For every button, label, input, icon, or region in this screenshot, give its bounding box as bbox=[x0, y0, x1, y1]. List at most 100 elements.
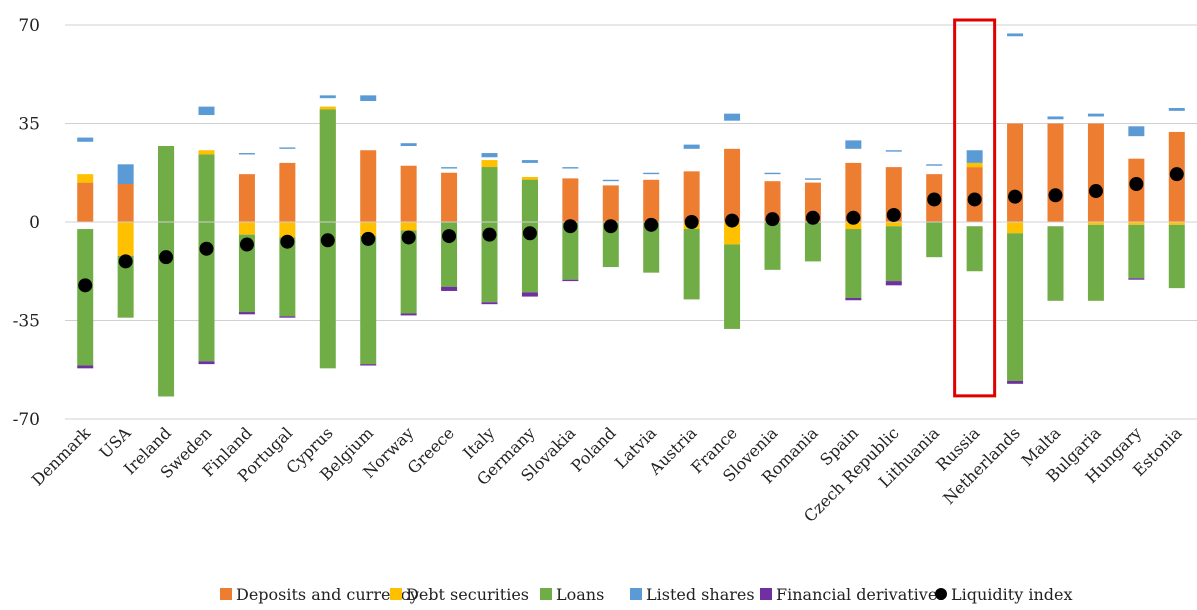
bar-loans bbox=[1168, 224, 1185, 289]
bar-financial-derivatives bbox=[885, 281, 902, 286]
bar-listed-shares bbox=[77, 137, 94, 142]
bar-deposits-and-currency bbox=[279, 162, 296, 222]
bar-deposits-and-currency bbox=[724, 148, 741, 222]
bar-loans bbox=[1007, 233, 1024, 382]
bar-loans bbox=[602, 222, 619, 268]
legend-label-loans: Loans bbox=[556, 585, 604, 604]
bar-listed-shares bbox=[926, 164, 943, 166]
bar-loans bbox=[643, 222, 660, 273]
bar-debt-securities bbox=[117, 222, 134, 256]
bar-debt-securities bbox=[1128, 222, 1145, 225]
bar-financial-derivatives bbox=[481, 302, 498, 305]
bar-deposits-and-currency bbox=[562, 178, 579, 222]
liquidity-index-point bbox=[239, 237, 254, 252]
bar-financial-derivatives bbox=[521, 292, 538, 297]
bar-loans bbox=[724, 244, 741, 329]
bar-loans bbox=[1128, 224, 1145, 279]
legend-label-debt-securities: Debt securities bbox=[406, 585, 529, 604]
liquidity-index-point bbox=[644, 217, 659, 232]
liquidity-index-point bbox=[361, 231, 376, 246]
bar-listed-shares bbox=[279, 147, 296, 149]
bar-loans bbox=[562, 222, 579, 280]
liquidity-index-point bbox=[1008, 189, 1023, 204]
y-tick-label: 35 bbox=[18, 115, 40, 135]
legend-label-liquidity-index: Liquidity index bbox=[951, 585, 1072, 604]
x-tick-label: Denmark bbox=[28, 423, 94, 489]
bar-financial-derivatives bbox=[400, 313, 417, 316]
x-axis-labels: Denmark USAIrelandSwedenFinlandPortugalCy… bbox=[28, 423, 1186, 526]
bar-financial-derivatives bbox=[1007, 381, 1024, 384]
legend-label-listed-shares: Listed shares bbox=[646, 585, 755, 604]
liquidity-index-point bbox=[886, 207, 901, 222]
bar-deposits-and-currency bbox=[400, 165, 417, 222]
bar-listed-shares bbox=[441, 167, 458, 169]
liquidity-index-point bbox=[1129, 177, 1144, 192]
bar-debt-securities bbox=[1007, 222, 1024, 234]
liquidity-index-point bbox=[967, 192, 982, 207]
bar-loans bbox=[400, 230, 417, 314]
liquidity-index-point bbox=[563, 219, 578, 234]
bar-deposits-and-currency bbox=[1007, 123, 1024, 222]
bar-loans bbox=[198, 154, 215, 362]
legend-swatch-deposits-and-currency bbox=[220, 588, 232, 600]
bar-listed-shares bbox=[1007, 33, 1024, 37]
bar-listed-shares bbox=[562, 167, 579, 169]
highlight-box-group bbox=[953, 18, 997, 398]
bar-debt-securities bbox=[319, 106, 336, 110]
bar-deposits-and-currency bbox=[1047, 123, 1064, 222]
legend-label-deposits-and-currency: Deposits and currency bbox=[236, 585, 419, 604]
bar-listed-shares bbox=[643, 172, 660, 175]
x-tick-label: Poland bbox=[567, 423, 619, 475]
liquidity-index-point bbox=[118, 254, 133, 269]
bar-financial-derivatives bbox=[845, 297, 862, 301]
bar-listed-shares bbox=[602, 179, 619, 182]
liquidity-index-point bbox=[482, 227, 497, 242]
bar-listed-shares bbox=[804, 178, 821, 180]
bar-debt-securities bbox=[885, 222, 902, 227]
bar-listed-shares bbox=[319, 95, 336, 99]
bar-debt-securities bbox=[521, 176, 538, 180]
bar-listed-shares bbox=[360, 95, 377, 101]
bar-financial-derivatives bbox=[77, 365, 94, 369]
bar-listed-shares bbox=[764, 172, 781, 175]
bar-loans bbox=[966, 226, 983, 272]
liquidity-index-point bbox=[199, 241, 214, 256]
liquidity-index-point bbox=[442, 229, 457, 244]
liquidity-index-point bbox=[725, 213, 740, 228]
bar-debt-securities bbox=[724, 222, 741, 245]
liquidity-index-point bbox=[846, 210, 861, 225]
liquidity-index-point bbox=[78, 278, 93, 293]
liquidity-index-point bbox=[927, 192, 942, 207]
bar-loans bbox=[804, 222, 821, 262]
bar-loans bbox=[1087, 224, 1104, 301]
bar-debt-securities bbox=[966, 162, 983, 168]
liquidity-index-point bbox=[603, 219, 618, 234]
legend-swatch-financial-derivatives bbox=[760, 588, 772, 600]
bar-listed-shares bbox=[481, 153, 498, 158]
bar-financial-derivatives bbox=[360, 364, 377, 366]
legend-label-financial-derivatives: Financial derivatives bbox=[776, 585, 946, 604]
bar-listed-shares bbox=[238, 153, 255, 155]
bar-debt-securities bbox=[400, 222, 417, 231]
bar-loans bbox=[885, 226, 902, 282]
bar-deposits-and-currency bbox=[1087, 123, 1104, 222]
bar-loans bbox=[1047, 226, 1064, 301]
bar-debt-securities bbox=[1168, 222, 1185, 225]
bar-deposits-and-currency bbox=[602, 185, 619, 222]
bar-listed-shares bbox=[724, 113, 741, 121]
y-tick-label: 0 bbox=[29, 213, 40, 233]
bar-listed-shares bbox=[400, 143, 417, 147]
bar-financial-derivatives bbox=[1128, 278, 1145, 280]
bar-financial-derivatives bbox=[198, 361, 215, 365]
bar-financial-derivatives bbox=[562, 279, 579, 282]
bar-loans bbox=[117, 255, 134, 318]
bar-deposits-and-currency bbox=[360, 150, 377, 222]
bar-financial-derivatives bbox=[279, 316, 296, 318]
bar-loans bbox=[77, 229, 94, 366]
legend-swatch-loans bbox=[540, 588, 552, 600]
y-tick-label: -70 bbox=[13, 410, 40, 430]
liquidity-index-point bbox=[765, 212, 780, 227]
legend-swatch-liquidity-index bbox=[935, 588, 947, 600]
